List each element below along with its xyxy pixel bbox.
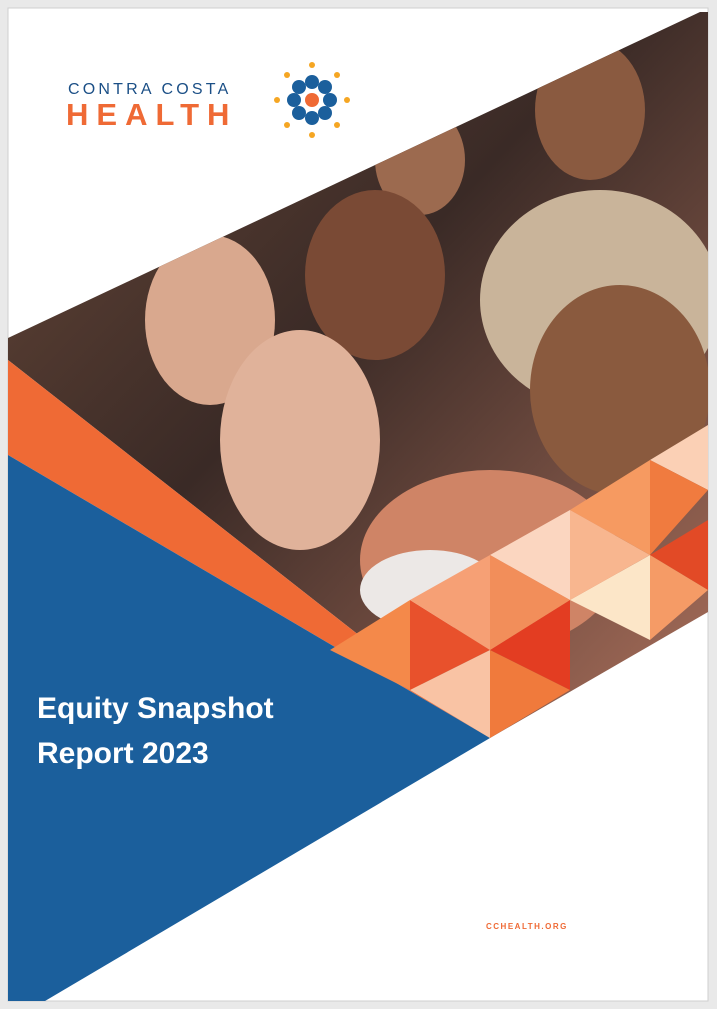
logo-line1: CONTRA COSTA: [68, 81, 231, 98]
blue-triangle: [8, 455, 490, 1001]
title-line1: Equity Snapshot: [37, 692, 274, 725]
title-line2: Report 2023: [37, 737, 209, 770]
footer-url: CCHEALTH.ORG: [486, 922, 568, 931]
triangle-mosaic: [330, 425, 708, 738]
logo-mark: [274, 62, 350, 138]
logo-line2: HEALTH: [66, 97, 237, 132]
